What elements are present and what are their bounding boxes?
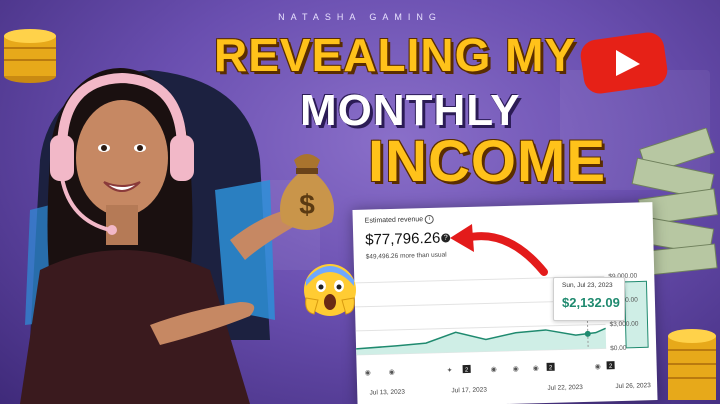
revenue-dashboard-card: Estimated revenue i $77,796.26 ? $49,496… xyxy=(352,202,658,404)
money-bag-icon: $ xyxy=(280,154,334,230)
revenue-spike-bar xyxy=(623,280,649,349)
event-badge-label: 2 xyxy=(609,364,613,370)
channel-brand: NATASHA GAMING xyxy=(278,12,442,22)
svg-text:$: $ xyxy=(299,189,315,220)
shocked-face-emoji-icon xyxy=(304,264,356,316)
event-icon: ◉ xyxy=(513,365,519,373)
tooltip-date: Sun, Jul 23, 2023 xyxy=(562,282,613,289)
event-badge xyxy=(462,364,471,374)
revenue-area xyxy=(356,328,607,355)
info-icon[interactable]: i xyxy=(424,214,434,225)
x-tick-label: Jul 17, 2023 xyxy=(451,386,487,394)
event-badge xyxy=(606,361,615,370)
y-tick-label: $0.00 xyxy=(610,345,627,352)
estimated-revenue-value: $77,796.26 xyxy=(365,229,441,249)
red-arrow-icon xyxy=(450,224,548,276)
headline-line-3: INCOME xyxy=(368,129,606,194)
event-badge-label: 2 xyxy=(549,365,553,371)
headline-line-2: MONTHLY xyxy=(300,86,521,135)
event-icon: ◉ xyxy=(533,364,539,372)
x-tick-label: Jul 26, 2023 xyxy=(615,382,651,390)
x-tick-label: Jul 13, 2023 xyxy=(369,389,405,397)
chart-tooltip: Sun, Jul 23, 2023 $2,132.09 xyxy=(553,277,625,321)
x-tick-label: Jul 22, 2023 xyxy=(547,384,583,392)
event-badge-label: 2 xyxy=(465,367,469,373)
headline-line-1: REVEALING MY xyxy=(214,29,577,81)
tooltip-point xyxy=(584,330,591,337)
event-icon: ◉ xyxy=(595,363,601,371)
event-icon: ◉ xyxy=(389,368,395,376)
gold-coins-icon xyxy=(668,329,716,400)
event-icon: ◉ xyxy=(365,369,371,377)
y-tick-label: $3,000.00 xyxy=(609,321,638,329)
gold-coins-icon xyxy=(4,29,56,83)
tooltip-value: $2,132.09 xyxy=(562,295,620,310)
revenue-comparison-text: $49,496.26 more than usual xyxy=(365,251,447,261)
event-icon: ✦ xyxy=(447,366,453,374)
cash-notes-icon xyxy=(629,128,719,277)
y-tick-label: $9,000.00 xyxy=(608,273,637,281)
event-badge xyxy=(546,362,555,371)
revenue-line-chart: $9,000.00 $6,000.00 $3,000.00 $0.00 ◉ ◉ … xyxy=(354,273,651,397)
event-icon: ◉ xyxy=(491,365,497,373)
estimated-revenue-label: Estimated revenue xyxy=(364,216,424,225)
youtube-logo-icon xyxy=(580,32,668,94)
gridline xyxy=(355,323,606,332)
